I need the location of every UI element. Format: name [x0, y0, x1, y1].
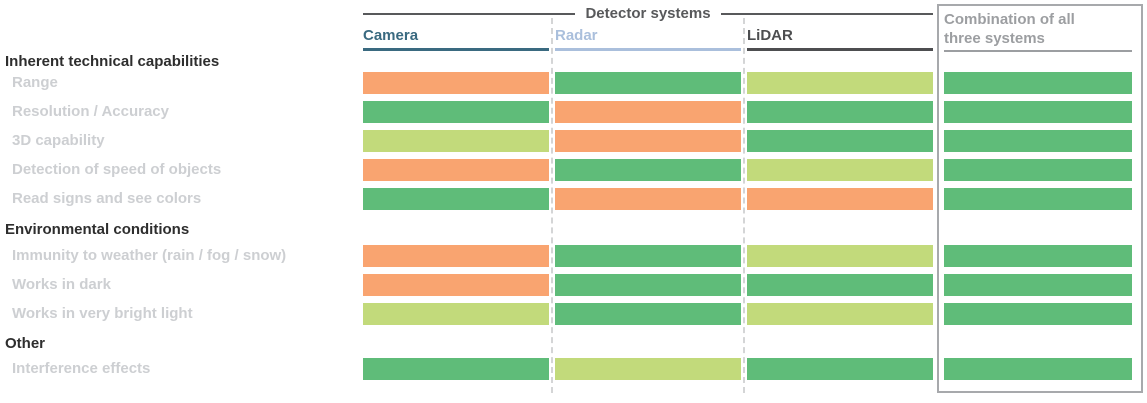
rating-cell — [555, 72, 741, 94]
rating-cell — [363, 358, 549, 380]
rating-cell — [555, 303, 741, 325]
rating-cell — [747, 159, 933, 181]
row-label: 3D capability — [12, 132, 105, 149]
title-rule-right — [720, 12, 933, 15]
rating-cell — [747, 130, 933, 152]
rating-cell — [363, 303, 549, 325]
rating-cell — [944, 130, 1132, 152]
rating-cell — [747, 358, 933, 380]
rating-cell — [747, 188, 933, 210]
table-row: 3D capability — [0, 128, 1140, 157]
rating-cell — [747, 274, 933, 296]
row-label: Works in very bright light — [12, 305, 193, 322]
rating-cell — [363, 72, 549, 94]
table-row: Range — [0, 70, 1140, 99]
detector-systems-title: Detector systems — [585, 5, 711, 22]
row-label: Detection of speed of objects — [12, 161, 222, 178]
rating-cell — [555, 159, 741, 181]
rating-cell — [555, 101, 741, 123]
rating-cell — [363, 245, 549, 267]
rating-cell — [944, 159, 1132, 181]
table-row: Read signs and see colors — [0, 186, 1140, 215]
rating-cell — [944, 188, 1132, 210]
rating-cell — [747, 245, 933, 267]
rating-cell — [363, 101, 549, 123]
table-row: Works in very bright light — [0, 301, 1140, 330]
column-header-combination: Combination of all three systems — [944, 10, 1132, 52]
row-label: Interference effects — [12, 360, 151, 377]
rating-cell — [555, 358, 741, 380]
row-label: Resolution / Accuracy — [12, 103, 169, 120]
rating-cell — [363, 188, 549, 210]
rating-cell — [944, 245, 1132, 267]
column-header-camera: Camera — [363, 27, 549, 51]
ratings-grid: Inherent technical capabilities Range Re… — [0, 54, 1140, 385]
table-row: Resolution / Accuracy — [0, 99, 1140, 128]
column-separator — [743, 18, 745, 393]
row-label: Works in dark — [12, 276, 111, 293]
combination-panel: Combination of all three systems — [937, 4, 1143, 393]
column-separator — [551, 18, 553, 393]
section-title: Other — [5, 335, 46, 352]
combination-header-label: Combination of all three systems — [944, 11, 1075, 47]
row-label: Immunity to weather (rain / fog / snow) — [12, 247, 287, 264]
rating-cell — [555, 130, 741, 152]
table-row: Works in dark — [0, 272, 1140, 301]
rating-cell — [555, 188, 741, 210]
column-header-lidar: LiDAR — [747, 27, 933, 51]
section-title: Environmental conditions — [5, 221, 190, 238]
row-label: Read signs and see colors — [12, 190, 202, 207]
rating-cell — [555, 274, 741, 296]
detector-systems-title-row: Detector systems — [363, 5, 933, 22]
rating-cell — [944, 358, 1132, 380]
rating-cell — [747, 72, 933, 94]
rating-cell — [944, 303, 1132, 325]
rating-cell — [747, 101, 933, 123]
rating-cell — [363, 130, 549, 152]
rating-cell — [363, 274, 549, 296]
rating-cell — [555, 245, 741, 267]
title-rule-left — [363, 12, 576, 15]
column-header-radar: Radar — [555, 27, 741, 51]
rating-cell — [944, 101, 1132, 123]
row-label: Range — [12, 74, 58, 91]
section-title: Inherent technical capabilities — [5, 53, 220, 70]
table-row: Immunity to weather (rain / fog / snow) — [0, 243, 1140, 272]
rating-cell — [747, 303, 933, 325]
rating-cell — [363, 159, 549, 181]
table-row: Detection of speed of objects — [0, 157, 1140, 186]
rating-cell — [944, 274, 1132, 296]
rating-cell — [944, 72, 1132, 94]
table-row: Interference effects — [0, 356, 1140, 385]
